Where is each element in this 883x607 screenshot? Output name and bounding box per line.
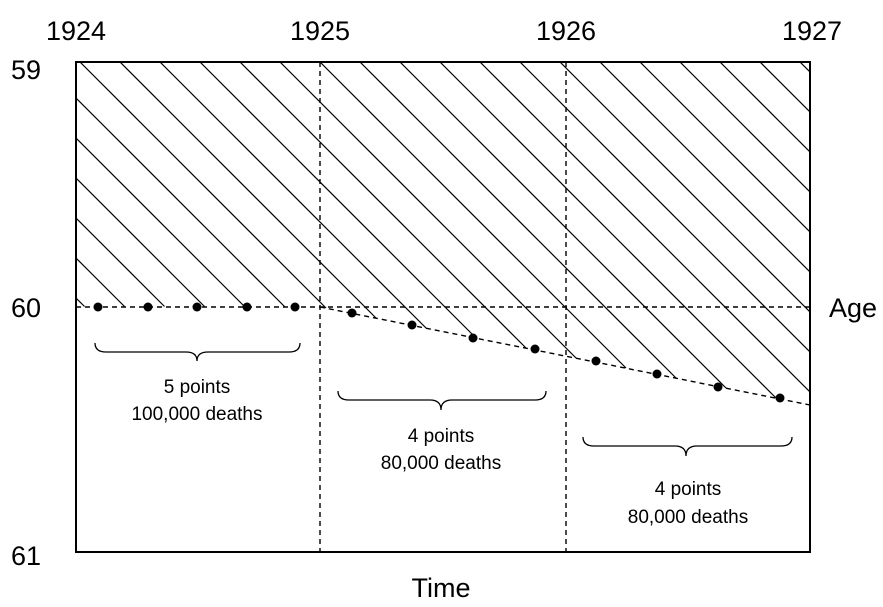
hatch-line — [719, 62, 810, 153]
hatch-line — [76, 297, 85, 307]
group-1-points-label: 5 points — [164, 377, 231, 398]
death-point — [652, 369, 662, 379]
group-brace-2 — [337, 390, 547, 411]
hatch-line — [199, 62, 477, 339]
hatch-line — [559, 62, 810, 313]
death-point — [93, 302, 103, 312]
hatch-line — [159, 62, 427, 329]
hatch-line — [76, 97, 285, 307]
hatch-line — [599, 62, 810, 273]
hatch-line — [479, 62, 810, 393]
age-label-61: 61 — [11, 541, 41, 571]
year-label-1924: 1924 — [46, 16, 106, 46]
hatch-line — [76, 177, 205, 307]
plot-frame — [75, 61, 811, 553]
group-brace-1 — [94, 342, 301, 362]
death-point — [591, 356, 601, 366]
hatch-line — [76, 217, 165, 307]
hatch-line — [359, 62, 677, 379]
hatch-line — [519, 62, 810, 353]
death-point — [713, 382, 723, 392]
hatch-line — [119, 62, 377, 319]
death-age-trend-line — [319, 306, 811, 406]
hatch-line — [399, 62, 727, 389]
hatch-line — [76, 137, 245, 307]
hatch-line — [279, 62, 577, 359]
death-point — [468, 333, 478, 343]
death-point — [290, 302, 300, 312]
hatch-line — [76, 257, 125, 307]
death-point — [192, 302, 202, 312]
year-label-1925: 1925 — [290, 16, 350, 46]
time-axis-label: Time — [412, 573, 471, 603]
group-3-deaths-label: 80,000 deaths — [628, 507, 748, 528]
group-brace-3 — [582, 436, 793, 457]
death-point — [143, 302, 153, 312]
year-label-1927: 1927 — [782, 16, 842, 46]
hatch-line — [759, 62, 810, 113]
death-point — [407, 320, 417, 330]
hatch-line — [439, 62, 777, 399]
age-label-60: 60 — [11, 293, 41, 323]
hatch-lines — [76, 62, 810, 399]
hatch-line — [799, 62, 810, 73]
group-3-points-label: 4 points — [655, 479, 722, 500]
hatch-line — [679, 62, 810, 193]
death-point — [242, 302, 252, 312]
death-point — [347, 308, 357, 318]
group-2-deaths-label: 80,000 deaths — [381, 453, 501, 474]
death-point — [775, 393, 785, 403]
group-2-points-label: 4 points — [408, 426, 475, 447]
year-label-1926: 1926 — [536, 16, 596, 46]
death-point — [530, 344, 540, 354]
hatch-line — [639, 62, 810, 233]
hatch-line — [79, 62, 327, 309]
death-points — [93, 302, 785, 403]
hatch-line — [319, 62, 627, 369]
age-axis-label: Age — [829, 293, 877, 323]
hatch-line — [239, 62, 527, 349]
group-1-deaths-label: 100,000 deaths — [131, 404, 262, 425]
age-label-59: 59 — [11, 55, 41, 85]
